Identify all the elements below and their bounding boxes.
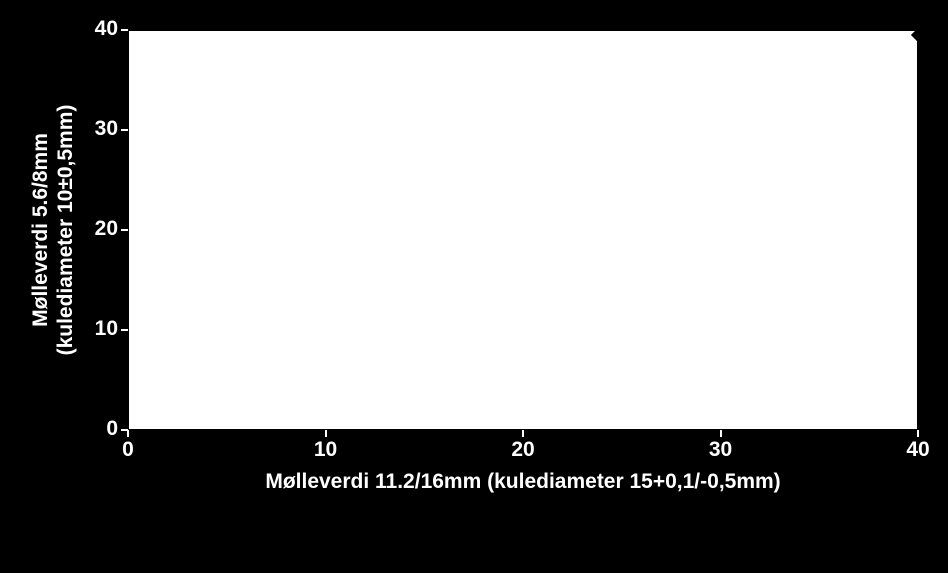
x-tick (917, 430, 919, 437)
x-tick-label: 10 (296, 438, 356, 462)
plot-area (128, 30, 918, 430)
y-axis-label: Mølleverdi 5.6/8mm(kulediameter 10±0,5mm… (28, 30, 78, 430)
x-tick-label: 0 (98, 438, 158, 462)
scatter-chart: 010203040010203040 Mølleverdi 11.2/16mm … (0, 0, 948, 573)
x-tick-label: 40 (888, 438, 948, 462)
y-tick (121, 129, 128, 131)
y-tick (121, 229, 128, 231)
x-tick (127, 430, 129, 437)
x-tick-label: 30 (691, 438, 751, 462)
x-tick (720, 430, 722, 437)
y-tick (121, 29, 128, 31)
y-tick (121, 429, 128, 431)
y-axis-label-line1: Mølleverdi 5.6/8mm (29, 133, 52, 327)
x-axis-label: Mølleverdi 11.2/16mm (kulediameter 15+0,… (128, 470, 918, 494)
y-tick (121, 329, 128, 331)
x-tick (325, 430, 327, 437)
y-axis-label-line2: (kulediameter 10±0,5mm) (54, 105, 77, 356)
x-tick (522, 430, 524, 437)
x-tick-label: 20 (493, 438, 553, 462)
